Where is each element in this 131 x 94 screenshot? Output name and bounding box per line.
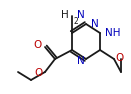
Text: O: O <box>34 40 42 50</box>
Text: N: N <box>77 10 85 20</box>
Text: H: H <box>61 10 69 20</box>
Text: NH: NH <box>105 28 121 38</box>
Text: N: N <box>91 19 99 29</box>
Text: N: N <box>77 56 85 66</box>
Text: O: O <box>115 53 123 63</box>
Text: O: O <box>35 68 43 78</box>
Text: 2: 2 <box>73 17 78 26</box>
